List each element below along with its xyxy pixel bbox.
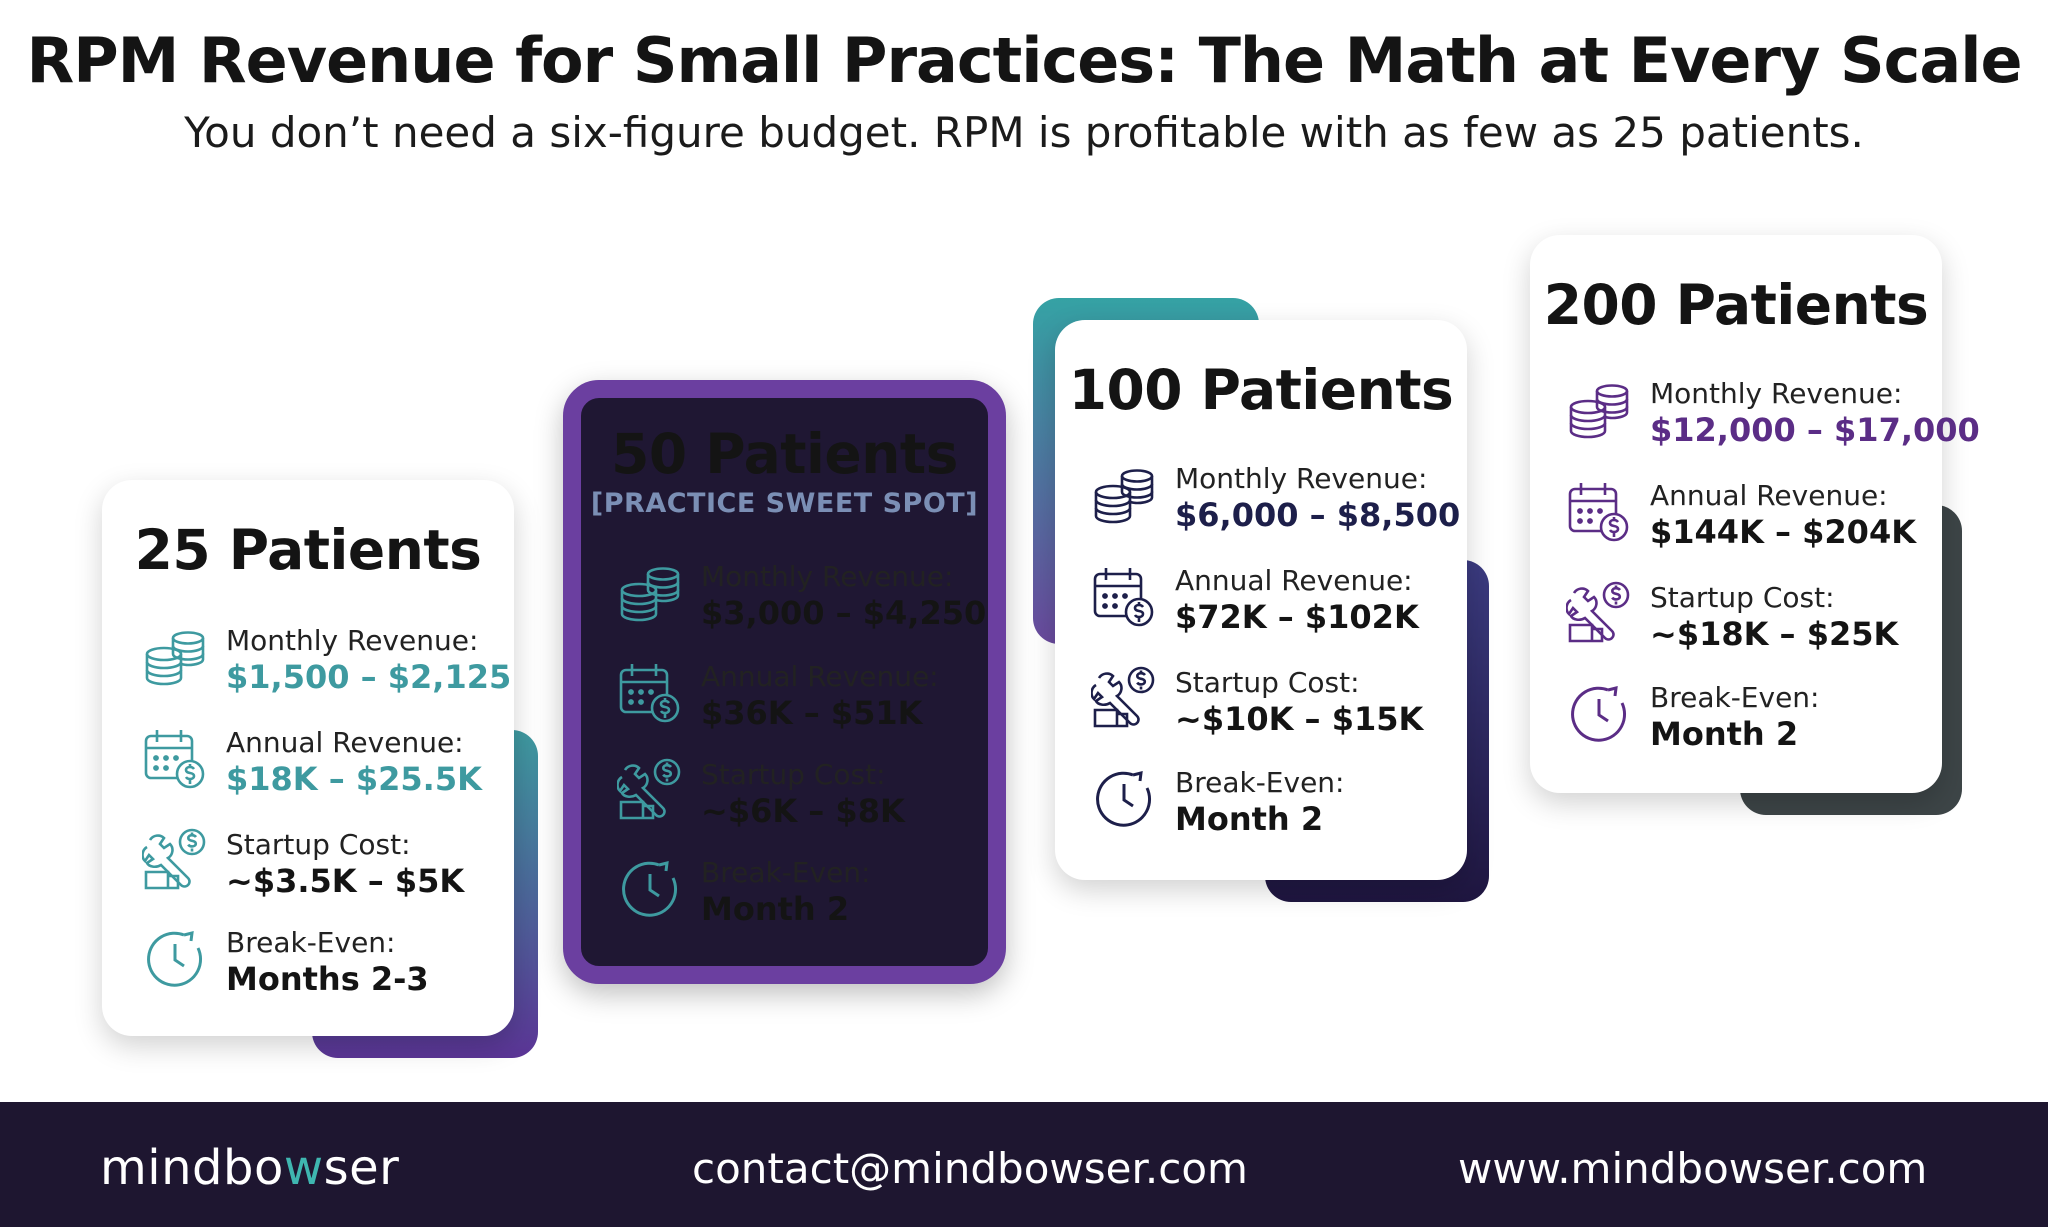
footer-bar: mindbowser contact@mindbowser.com www.mi…: [0, 1102, 2048, 1227]
metric-label: Break-Even:: [1175, 766, 1345, 799]
metric-value: Month 2: [1650, 715, 1799, 753]
clock-icon: [1566, 681, 1632, 747]
metric-value: Months 2-3: [226, 960, 429, 998]
metric-label: Break-Even:: [226, 926, 396, 959]
metric-value: $36K – $51K: [701, 694, 923, 732]
metric-label: Startup Cost:: [226, 828, 411, 861]
metric-value: $18K – $25.5K: [226, 760, 482, 798]
card-body: [102, 480, 514, 1036]
metric-value: ~$10K – $15K: [1175, 700, 1424, 738]
coins-stack-icon: [1566, 377, 1632, 443]
card-heading: 200 Patients: [1543, 273, 1929, 337]
brand-logo: mindbowser: [100, 1140, 399, 1196]
metric-label: Monthly Revenue:: [226, 624, 479, 657]
brand-text-prefix: mindbo: [100, 1140, 284, 1196]
brand-text-suffix: ser: [323, 1140, 400, 1196]
metric-value: ~$3.5K – $5K: [226, 862, 465, 900]
metric-value: $6,000 – $8,500: [1175, 496, 1461, 534]
metric-label: Startup Cost:: [1650, 581, 1835, 614]
clock-icon: [142, 926, 208, 992]
calendar-dollar-icon: [617, 660, 683, 726]
metric-label: Annual Revenue:: [701, 660, 939, 693]
calendar-dollar-icon: [142, 726, 208, 792]
metric-label: Startup Cost:: [701, 758, 886, 791]
metric-value: $144K – $204K: [1650, 513, 1916, 551]
tools-dollar-icon: [1565, 581, 1632, 647]
clock-icon: [617, 856, 683, 922]
tools-dollar-icon: [141, 828, 208, 894]
card-50-patients: 50 Patients [PRACTICE SWEET SPOT] Monthl…: [563, 380, 1006, 984]
metric-label: Startup Cost:: [1175, 666, 1360, 699]
card-200-patients: 200 Patients Monthly Revenue: $12,000 – …: [1530, 235, 1980, 815]
metric-value: $1,500 – $2,125: [226, 658, 512, 696]
metric-label: Break-Even:: [1650, 681, 1820, 714]
tools-dollar-icon: [1090, 666, 1157, 732]
tools-dollar-icon: [616, 758, 683, 824]
metric-label: Break-Even:: [701, 856, 871, 889]
clock-icon: [1091, 766, 1157, 832]
calendar-dollar-icon: [1566, 479, 1632, 545]
metric-label: Annual Revenue:: [1650, 479, 1888, 512]
metric-label: Annual Revenue:: [1175, 564, 1413, 597]
brand-text-w: w: [283, 1140, 324, 1196]
website-link[interactable]: www.mindbowser.com: [1458, 1144, 1928, 1193]
card-tag: [PRACTICE SWEET SPOT]: [590, 488, 979, 519]
page-subtitle: You don’t need a six-figure budget. RPM …: [184, 108, 1864, 157]
metric-value: $12,000 – $17,000: [1650, 411, 1980, 449]
metric-value: ~$18K – $25K: [1650, 615, 1899, 653]
metric-label: Monthly Revenue:: [701, 560, 954, 593]
coins-stack-icon: [617, 560, 683, 626]
metric-value: Month 2: [701, 890, 850, 928]
card-heading: 50 Patients: [611, 422, 958, 486]
metric-label: Annual Revenue:: [226, 726, 464, 759]
card-heading: 25 Patients: [134, 518, 482, 582]
metric-value: ~$6K – $8K: [701, 792, 905, 830]
card-heading: 100 Patients: [1068, 358, 1454, 422]
coins-stack-icon: [1091, 462, 1157, 528]
metric-value: $72K – $102K: [1175, 598, 1419, 636]
calendar-dollar-icon: [1091, 564, 1157, 630]
metric-value: $3,000 – $4,250: [701, 594, 987, 632]
page-title: RPM Revenue for Small Practices: The Mat…: [26, 24, 2022, 97]
coins-stack-icon: [142, 624, 208, 690]
metric-value: Month 2: [1175, 800, 1324, 838]
metric-label: Monthly Revenue:: [1650, 377, 1903, 410]
card-100-patients: 100 Patients Monthly Revenue: $6,000 – $…: [1033, 298, 1489, 902]
card-25-patients: 25 Patients Monthly Revenue: $1,500 – $2…: [102, 480, 538, 1058]
metric-label: Monthly Revenue:: [1175, 462, 1428, 495]
contact-email-link[interactable]: contact@mindbowser.com: [692, 1144, 1248, 1193]
